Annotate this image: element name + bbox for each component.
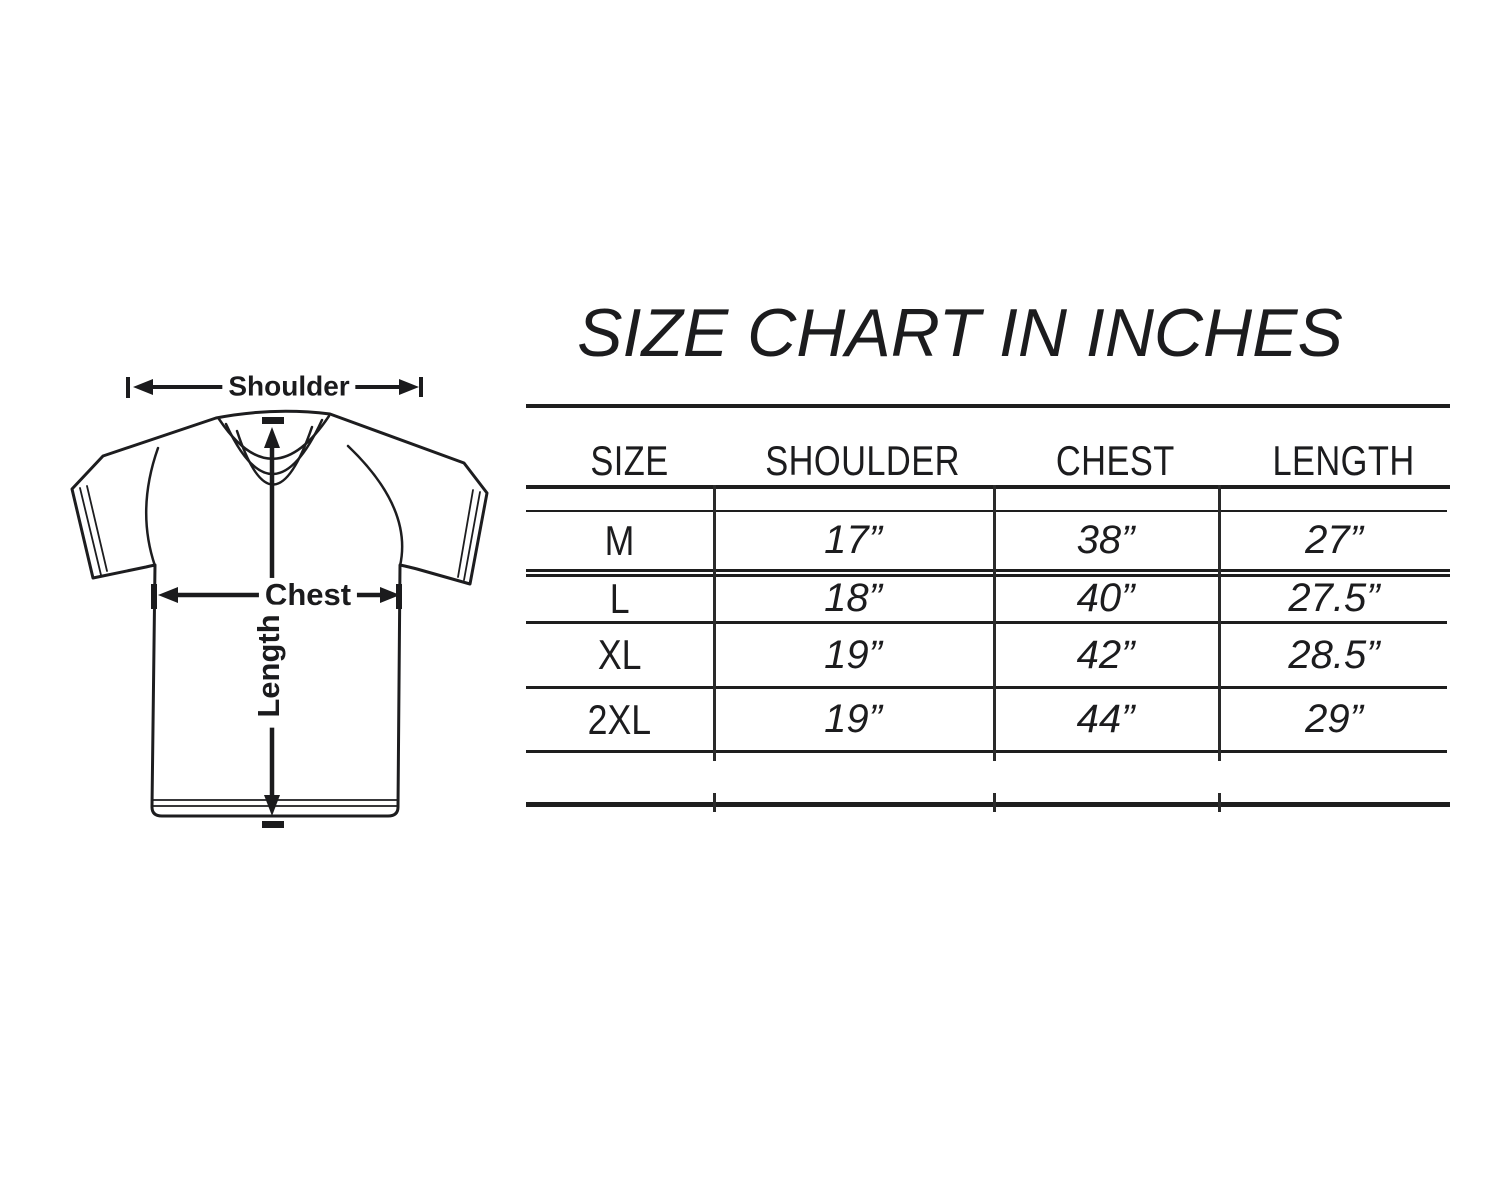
cell-shoulder: 18” <box>824 576 882 620</box>
cell-shoulder: 19” <box>824 632 882 677</box>
header-shoulder: SHOULDER <box>713 437 993 485</box>
cell-length: 28.5” <box>1288 632 1380 677</box>
cell-shoulder: 17” <box>824 518 882 562</box>
cell-length: 27.5” <box>1288 576 1380 620</box>
header-row: SIZE SHOULDER CHEST LENGTH <box>526 437 1450 485</box>
column-separator <box>713 485 716 761</box>
row-divider <box>526 686 1447 689</box>
cell-size: M <box>604 516 635 564</box>
cell-length: 29” <box>1305 697 1363 741</box>
cell-chest: 40” <box>1076 576 1135 620</box>
left-armhole-seam <box>145 446 160 568</box>
cell-chest: 38” <box>1076 518 1135 562</box>
header-underline <box>526 485 1450 489</box>
table-top-border <box>526 404 1450 408</box>
cell-size: 2XL <box>587 695 652 743</box>
cell-length: 27” <box>1305 518 1363 562</box>
cell-chest: 42” <box>1076 632 1135 677</box>
table-bottom-border <box>526 802 1450 807</box>
length-label: Length <box>251 604 287 728</box>
table-row: L 18” 40” 27.5” <box>526 574 1450 622</box>
table-row: XL 19” 42” 28.5” <box>526 624 1450 686</box>
header-chest: CHEST <box>993 437 1218 485</box>
cell-size: L <box>609 574 630 622</box>
row-divider-double-a <box>526 569 1450 572</box>
column-separator-stub <box>713 793 716 812</box>
length-arrow <box>262 417 284 828</box>
header-chest-label: CHEST <box>1055 437 1175 484</box>
right-cuff-stitch <box>457 489 481 581</box>
shoulder-label: Shoulder <box>222 371 356 403</box>
cell-chest: 44” <box>1076 697 1135 741</box>
left-cuff-stitch <box>79 485 108 576</box>
header-shoulder-label: SHOULDER <box>765 437 961 484</box>
column-separator-stub <box>993 793 996 812</box>
row-divider-double-b <box>526 574 1450 577</box>
right-armhole-seam <box>346 444 404 568</box>
column-separator <box>1218 485 1221 761</box>
column-separator-stub <box>1218 793 1221 812</box>
page-title: SIZE CHART IN INCHES <box>577 295 1343 371</box>
table-row: M 17” 38” 27” <box>526 512 1450 569</box>
header-size-label: SIZE <box>590 437 669 484</box>
header-size: SIZE <box>526 437 713 485</box>
row-divider <box>526 621 1447 624</box>
table-row: 2XL 19” 44” 29” <box>526 689 1450 750</box>
cell-size: XL <box>597 631 642 678</box>
row-divider <box>526 510 1447 512</box>
cell-shoulder: 19” <box>824 697 882 741</box>
row-divider <box>526 750 1447 753</box>
column-separator <box>993 485 996 761</box>
size-table: SIZE SHOULDER CHEST LENGTH M 17” 38” 27”… <box>526 404 1450 814</box>
header-length-label: LENGTH <box>1272 437 1415 484</box>
header-length: LENGTH <box>1218 437 1450 485</box>
